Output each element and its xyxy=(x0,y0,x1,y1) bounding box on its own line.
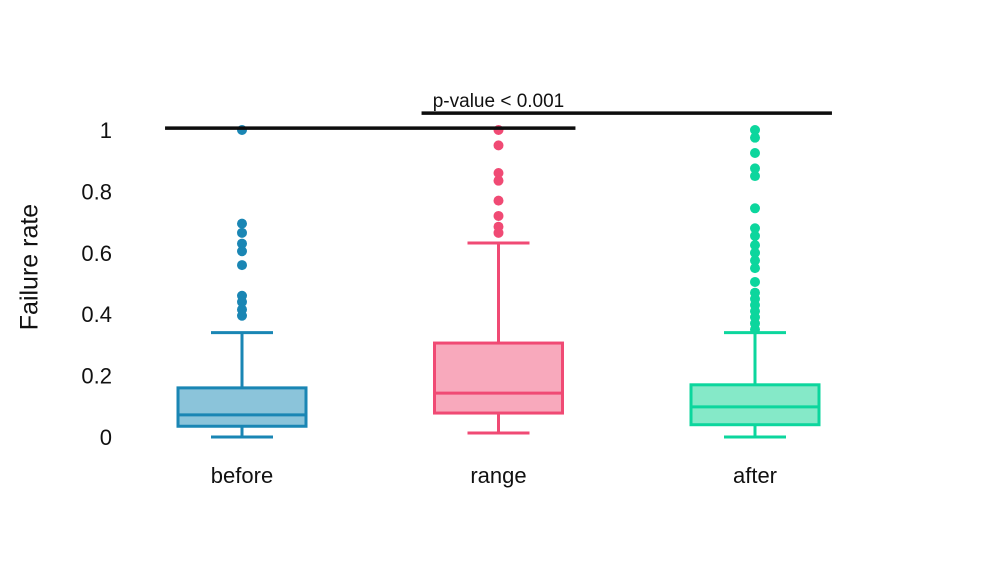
boxplot-after xyxy=(689,125,821,439)
p-value-annotation: p-value < 0.001 xyxy=(433,91,565,112)
outlier-dot-after xyxy=(750,148,760,159)
y-tick-label-0.8: 0.8 xyxy=(81,179,112,204)
outlier-dot-after xyxy=(750,223,760,234)
x-category-label-after: after xyxy=(733,463,777,488)
y-tick-label-0.2: 0.2 xyxy=(81,364,112,389)
outlier-dot-after xyxy=(750,255,760,266)
outlier-dot-after xyxy=(750,125,760,135)
outlier-dot-range xyxy=(493,227,504,238)
outlier-dot-after xyxy=(750,203,760,214)
outlier-dot-after xyxy=(750,247,760,258)
box-range xyxy=(433,341,564,415)
y-tick-label-1: 1 xyxy=(100,118,112,143)
outlier-dot-before xyxy=(237,218,247,229)
box-after xyxy=(689,383,821,427)
outlier-dot-after xyxy=(750,240,760,251)
outlier-dot-range xyxy=(493,175,504,186)
boxplot-before xyxy=(176,125,308,439)
outlier-dot-after xyxy=(750,132,760,143)
outlier-dot-after xyxy=(750,324,760,335)
outlier-dot-after xyxy=(750,163,760,174)
x-category-label-before: before xyxy=(211,463,273,488)
y-tick-label-0: 0 xyxy=(100,425,112,450)
outlier-dot-after xyxy=(750,263,760,274)
outlier-dot-before xyxy=(237,260,247,271)
outlier-dot-before xyxy=(237,227,247,238)
outlier-dot-range xyxy=(493,167,504,178)
outlier-dot-before xyxy=(237,238,247,249)
outlier-dot-after xyxy=(750,230,760,241)
outlier-dot-range xyxy=(493,140,504,151)
outlier-dot-after xyxy=(750,171,760,182)
outlier-dot-range xyxy=(493,210,504,221)
outlier-dot-range xyxy=(493,195,504,206)
outlier-dot-before xyxy=(237,296,247,307)
outlier-dot-before xyxy=(237,246,247,257)
outlier-dot-before xyxy=(237,310,247,321)
y-tick-label-0.4: 0.4 xyxy=(81,302,112,327)
box-before xyxy=(176,386,308,428)
outlier-dot-after xyxy=(750,276,760,287)
boxplot-range xyxy=(433,125,564,435)
y-tick-label-0.6: 0.6 xyxy=(81,241,112,266)
x-category-label-range: range xyxy=(470,463,526,488)
